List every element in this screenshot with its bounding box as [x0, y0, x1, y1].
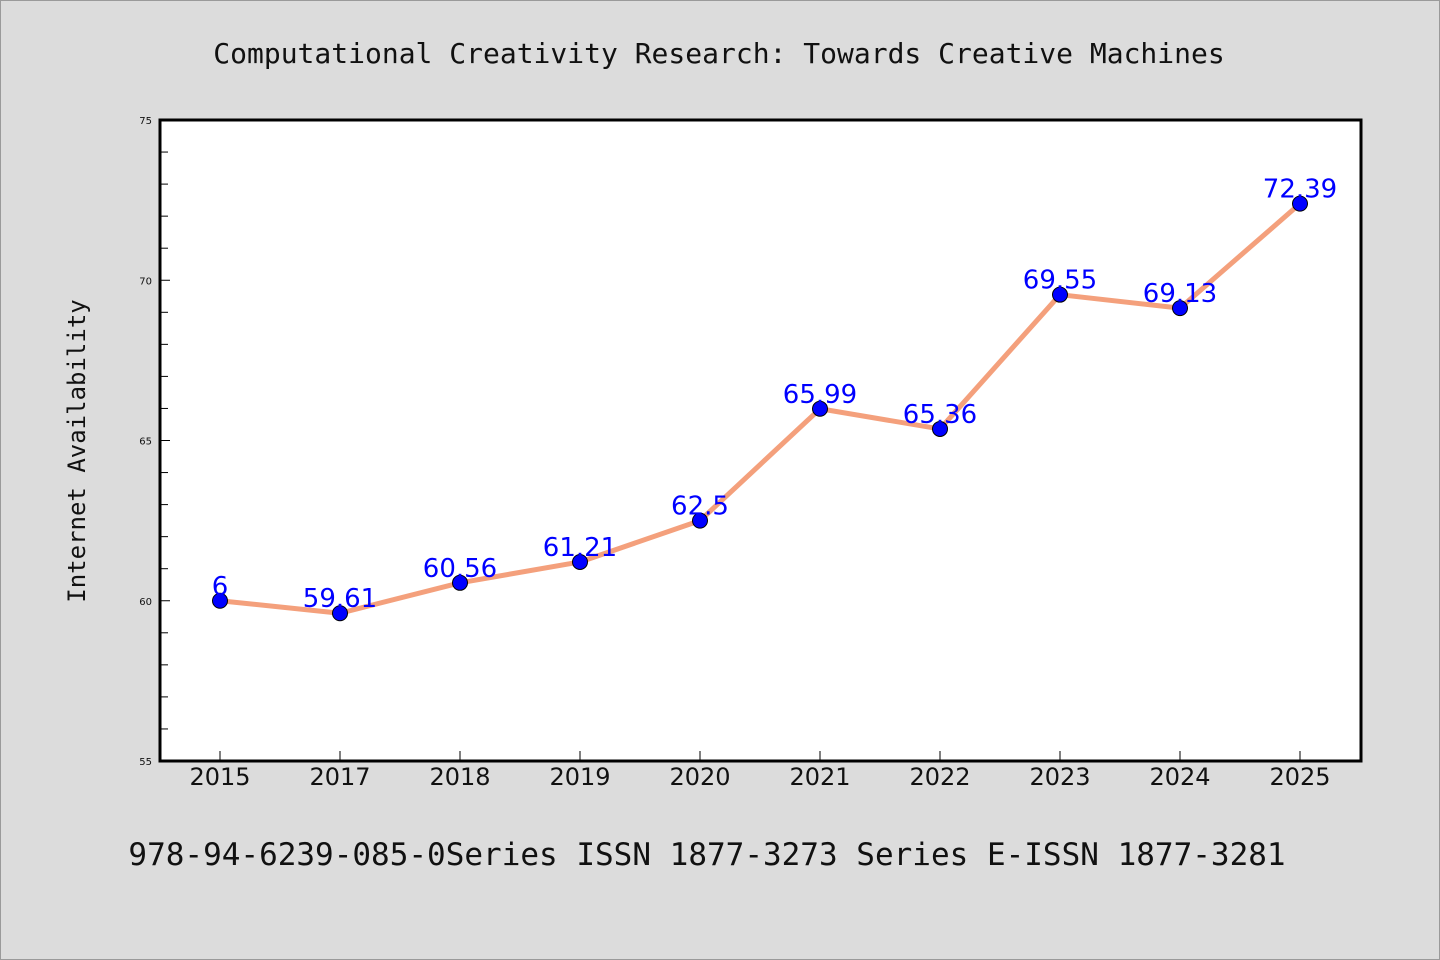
- y-tick-label: 70: [139, 276, 152, 287]
- data-label: 6: [212, 572, 229, 602]
- data-label: 61.21: [543, 533, 617, 563]
- x-tick-label: 2017: [309, 763, 370, 791]
- data-point: [812, 400, 828, 417]
- data-point: [332, 605, 348, 622]
- series-line: [217, 201, 1303, 616]
- chart-title: Computational Creativity Research: Towar…: [213, 37, 1224, 70]
- x-tick-label: 2021: [789, 763, 850, 791]
- data-label: 72.39: [1263, 175, 1337, 205]
- data-point: [1052, 286, 1068, 303]
- x-tick-label: 2020: [669, 763, 730, 791]
- x-tick-label: 2022: [909, 763, 970, 791]
- data-label: 69.13: [1143, 279, 1217, 309]
- data-labels-group: 6 59.61 60.56 61.21 62.5 65.99 65.36 69.55 69.13…: [212, 175, 1337, 615]
- x-tick-label: 2015: [189, 763, 250, 791]
- y-tick-label: 55: [139, 757, 152, 768]
- y-tick-label: 60: [139, 597, 152, 608]
- x-tick-label: 2025: [1269, 763, 1330, 791]
- axes: 55 60 65 70 75 2015 2017 2018 2019 2020 2021 2022 20…: [139, 116, 1330, 791]
- data-label: 65.99: [783, 380, 857, 410]
- footer-isbn-issn: 978-94-6239-085-0Series ISSN 1877-3273 S…: [128, 837, 1285, 873]
- plot-area: [158, 118, 1363, 763]
- data-label: 62.5: [671, 492, 729, 522]
- data-point: [932, 420, 948, 437]
- x-tick-label: 2023: [1029, 763, 1090, 791]
- y-tick-label: 75: [139, 116, 152, 127]
- data-label: 59.61: [303, 584, 377, 614]
- data-point: [572, 553, 588, 570]
- series-line-group: [212, 195, 1308, 622]
- x-tick-label: 2019: [549, 763, 610, 791]
- data-point: [452, 574, 468, 591]
- data-label: 65.36: [903, 400, 977, 430]
- x-tick-label: 2024: [1149, 763, 1210, 791]
- y-axis-label: Internet Availability: [63, 299, 91, 602]
- data-label: 60.56: [423, 554, 497, 584]
- data-point: [1172, 300, 1188, 317]
- data-point: [692, 512, 708, 529]
- data-label: 69.55: [1023, 266, 1097, 296]
- y-tick-label: 65: [139, 437, 152, 448]
- data-point: [212, 592, 228, 609]
- x-tick-label: 2018: [429, 763, 490, 791]
- data-point: [1292, 195, 1308, 212]
